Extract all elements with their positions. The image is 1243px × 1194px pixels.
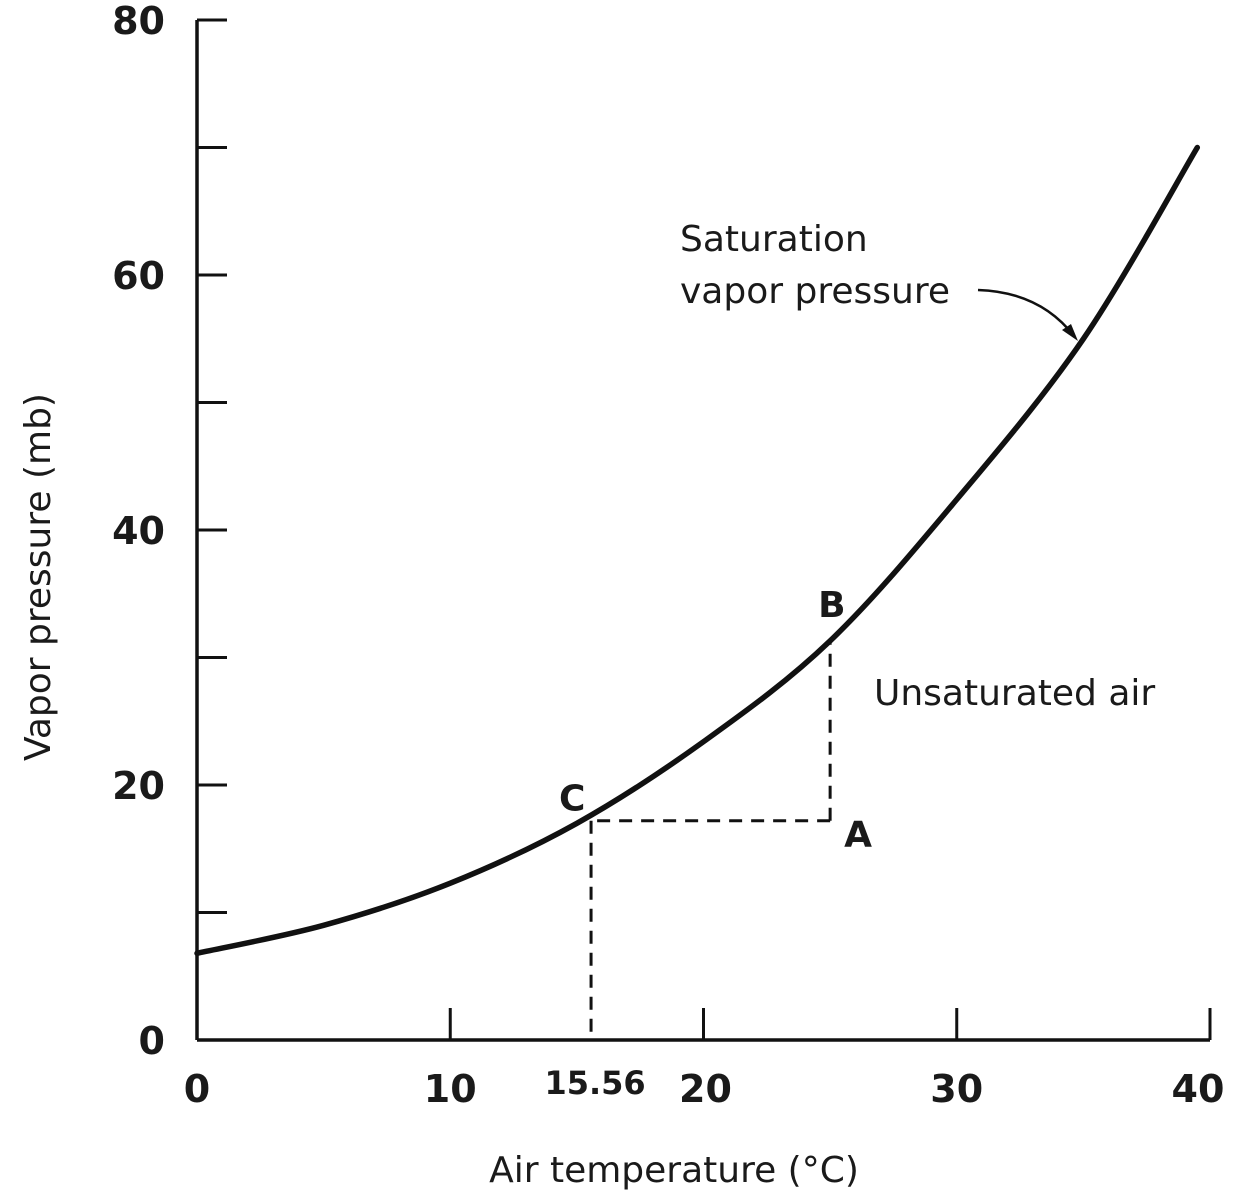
point-label-c: C	[559, 779, 585, 820]
x-tick-label: 0	[184, 1067, 210, 1111]
curve-label-arrowhead	[1062, 324, 1078, 341]
point-label-a: A	[844, 815, 872, 856]
x-tick-label: 40	[1172, 1067, 1225, 1111]
tick-labels: 0 20 40 60 80 0 10 20 30 40 15.56	[112, 0, 1224, 1111]
x-axis-title: Air temperature (°C)	[489, 1150, 859, 1191]
y-tick-label: 80	[112, 0, 165, 43]
point-labels: A B C	[559, 585, 872, 856]
y-tick-label: 0	[139, 1019, 165, 1063]
x-tick-label: 10	[424, 1067, 477, 1111]
y-tick-label: 20	[112, 764, 165, 808]
unsaturated-air-label: Unsaturated air	[874, 673, 1155, 714]
curve-label-line-1: Saturation	[680, 219, 868, 260]
x-tick-label: 20	[679, 1067, 732, 1111]
curve-label-arrow	[977, 288, 1075, 337]
ticks	[197, 18, 1212, 1042]
y-tick-label: 40	[112, 509, 165, 553]
dew-point-guides	[589, 640, 832, 1040]
curve-label-line-2: vapor pressure	[680, 271, 950, 312]
point-label-b: B	[818, 585, 845, 626]
x-dew-point-label: 15.56	[544, 1064, 645, 1102]
y-axis-title: Vapor pressure (mb)	[18, 393, 59, 761]
x-tick-label: 30	[930, 1067, 983, 1111]
y-tick-label: 60	[112, 254, 165, 298]
saturation-curve	[194, 144, 1201, 957]
axes	[195, 20, 1210, 1042]
